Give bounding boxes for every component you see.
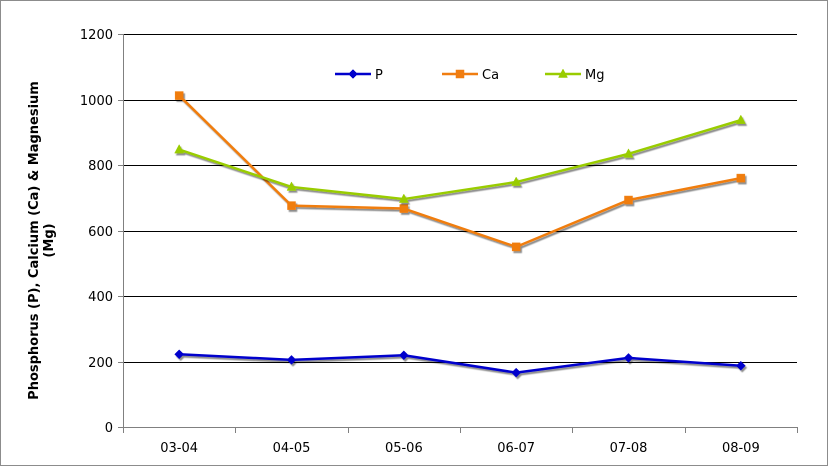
legend: P Ca Mg — [335, 68, 604, 83]
legend-label: Ca — [482, 68, 499, 83]
square-icon — [455, 69, 465, 79]
data-point — [286, 355, 297, 365]
series-line — [178, 94, 742, 249]
y-tick-label: 0 — [105, 421, 113, 436]
data-point — [735, 360, 746, 371]
series-group — [174, 91, 746, 378]
data-point — [511, 242, 521, 252]
x-tick-label: 04-05 — [273, 441, 311, 456]
y-tick-label: 400 — [88, 290, 113, 305]
data-point — [287, 201, 296, 210]
data-point — [286, 181, 297, 191]
data-point — [511, 176, 522, 186]
legend-item-p: P — [335, 68, 383, 83]
y-axis-label: Phosphorus (P), Calcium (Ca) & Magnesium… — [27, 81, 57, 400]
y-axis-label-line: (Mg) — [42, 223, 57, 257]
data-point — [174, 144, 185, 154]
y-tick-label: 1200 — [80, 28, 113, 43]
series-line — [178, 118, 742, 201]
y-axis-label-line: Phosphorus (P), Calcium (Ca) & Magnesium — [27, 81, 42, 400]
data-point — [398, 193, 409, 203]
y-tick-label: 1000 — [80, 94, 113, 109]
data-point — [511, 367, 522, 378]
series-line — [179, 353, 741, 374]
data-point — [174, 349, 185, 360]
legend-label: P — [375, 68, 383, 83]
x-tick-label: 07-08 — [610, 441, 648, 456]
y-tick-label: 200 — [88, 356, 113, 371]
data-point — [735, 114, 746, 124]
x-tick-label: 08-09 — [722, 441, 760, 456]
series-mg — [174, 114, 746, 203]
data-point — [736, 173, 746, 183]
data-point — [399, 204, 409, 213]
y-tick-label: 800 — [88, 159, 113, 174]
data-point — [623, 353, 634, 363]
legend-item-ca: Ca — [442, 68, 499, 83]
x-tick-labels: 03-04 04-05 05-06 06-07 07-08 08-09 — [160, 441, 759, 456]
axes — [118, 34, 798, 433]
y-tick-labels: 0 200 400 600 800 1000 1200 — [80, 28, 113, 436]
legend-label: Mg — [585, 68, 604, 83]
data-point — [623, 148, 634, 158]
y-tick-label: 600 — [88, 225, 113, 240]
series-p — [174, 349, 746, 378]
legend-item-mg: Mg — [545, 68, 604, 83]
x-tick-label: 03-04 — [160, 441, 198, 456]
series-ca — [174, 91, 746, 252]
data-point — [174, 91, 184, 100]
diamond-icon — [348, 69, 358, 79]
data-point — [398, 350, 409, 361]
x-tick-label: 06-07 — [497, 441, 535, 456]
triangle-icon — [558, 68, 568, 78]
x-tick-label: 05-06 — [385, 441, 423, 456]
data-point — [624, 195, 633, 205]
